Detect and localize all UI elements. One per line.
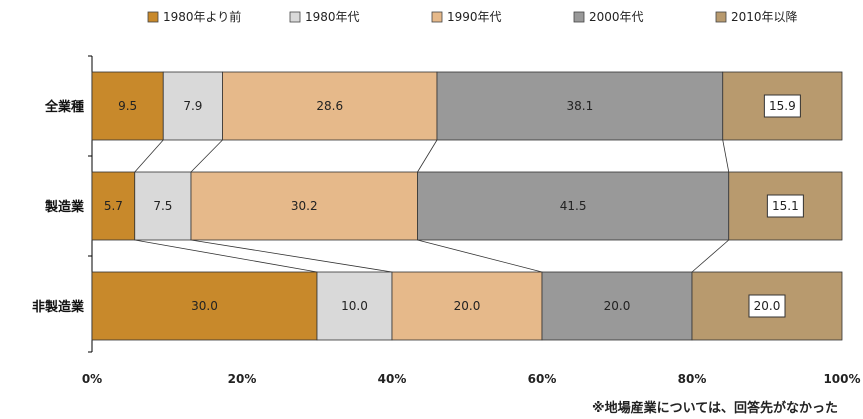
bar-segment xyxy=(162,71,223,141)
axes xyxy=(88,55,93,353)
value-label-box xyxy=(748,294,786,318)
value-label: 10.0 xyxy=(341,299,368,313)
connector-line xyxy=(134,139,164,173)
legend-swatch xyxy=(147,11,159,23)
bar-segment xyxy=(391,271,543,341)
value-label: 5.7 xyxy=(104,199,123,213)
connector-lines xyxy=(134,139,730,273)
legend-swatch xyxy=(715,11,727,23)
value-label: 20.0 xyxy=(454,299,481,313)
bar-segment xyxy=(91,171,136,241)
bar-segment xyxy=(316,271,393,341)
x-tick-label: 0% xyxy=(82,372,102,386)
value-label: 15.9 xyxy=(769,99,796,113)
connector-line xyxy=(722,139,730,173)
connector-line xyxy=(417,139,438,173)
legend-label: 2010年以降 xyxy=(731,10,798,24)
x-tick-label: 60% xyxy=(528,372,557,386)
bar-segment xyxy=(222,71,438,141)
value-label-box xyxy=(766,194,804,218)
legend-label: 2000年代 xyxy=(589,10,644,24)
value-label: 28.6 xyxy=(316,99,343,113)
connector-line xyxy=(134,239,318,273)
legend-label: 1980年代 xyxy=(305,10,360,24)
legend-item: 2000年代 xyxy=(573,10,644,24)
category-label: 製造業 xyxy=(44,199,85,215)
value-label: 7.5 xyxy=(153,199,172,213)
x-tick-label: 40% xyxy=(378,372,407,386)
value-label: 30.2 xyxy=(291,199,318,213)
x-tick-label: 100% xyxy=(823,372,860,386)
legend-label: 1980年より前 xyxy=(163,9,241,24)
value-label: 7.9 xyxy=(183,99,202,113)
value-labels: 全業種 9.5 7.9 28.6 38.1 15.9 製造業 5.7 7.5 30.2 41.5 15… xyxy=(32,94,804,318)
legend-label: 1990年代 xyxy=(447,10,502,24)
value-label: 38.1 xyxy=(567,99,594,113)
x-tick-label: 80% xyxy=(678,372,707,386)
legend-item: 2010年以降 xyxy=(715,10,798,24)
connector-line xyxy=(190,139,223,173)
bar-segment xyxy=(417,171,730,241)
value-label: 20.0 xyxy=(754,299,781,313)
legend-item: 1990年代 xyxy=(431,10,502,24)
footnote: ※地場産業については、回答先がなかった xyxy=(592,400,838,416)
bar-segment xyxy=(91,271,318,341)
value-label: 15.1 xyxy=(772,199,799,213)
x-tick-labels: 0% 20% 40% 60% 80% 100% xyxy=(82,372,861,386)
legend-swatch xyxy=(431,11,443,23)
bar-segment xyxy=(436,71,724,141)
bar-segment xyxy=(91,71,164,141)
category-label: 非製造業 xyxy=(32,299,85,315)
legend-swatch xyxy=(289,11,301,23)
legend: 1980年より前 1980年代 1990年代 2000年代 2010年以降 xyxy=(147,9,798,24)
legend-swatch xyxy=(573,11,585,23)
legend-item: 1980年代 xyxy=(289,10,360,24)
bar-segment xyxy=(134,171,192,241)
x-tick-label: 20% xyxy=(228,372,257,386)
value-label: 20.0 xyxy=(604,299,631,313)
value-label: 30.0 xyxy=(191,299,218,313)
connector-line xyxy=(691,239,730,273)
bars xyxy=(91,71,843,341)
connector-line xyxy=(190,239,393,273)
connector-line xyxy=(417,239,543,273)
category-label: 全業種 xyxy=(44,99,84,115)
value-label-box xyxy=(763,94,801,118)
value-label: 9.5 xyxy=(118,99,137,113)
value-label: 41.5 xyxy=(560,199,587,213)
legend-item: 1980年より前 xyxy=(147,9,241,24)
bar-segment xyxy=(541,271,693,341)
